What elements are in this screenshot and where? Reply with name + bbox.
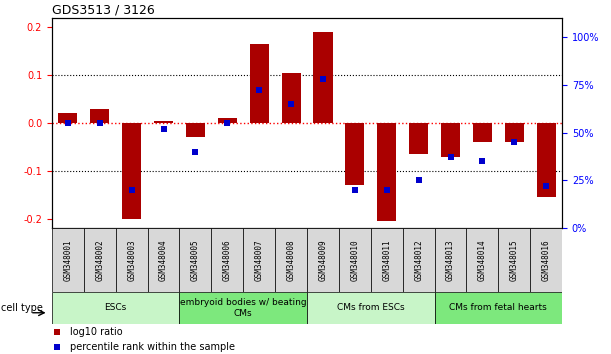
Bar bbox=[536, 123, 556, 197]
Text: GSM348014: GSM348014 bbox=[478, 239, 487, 281]
Bar bbox=[211, 228, 243, 292]
Bar bbox=[243, 228, 275, 292]
Bar bbox=[218, 118, 237, 123]
Bar bbox=[180, 292, 307, 324]
Text: GSM348006: GSM348006 bbox=[223, 239, 232, 281]
Text: GSM348010: GSM348010 bbox=[350, 239, 359, 281]
Bar bbox=[275, 228, 307, 292]
Bar bbox=[530, 228, 562, 292]
Bar bbox=[307, 292, 434, 324]
Bar bbox=[313, 32, 332, 123]
Text: GSM348011: GSM348011 bbox=[382, 239, 391, 281]
Text: CMs from ESCs: CMs from ESCs bbox=[337, 303, 404, 313]
Text: GSM348001: GSM348001 bbox=[64, 239, 72, 281]
Bar bbox=[307, 228, 339, 292]
Bar bbox=[434, 228, 466, 292]
Text: GSM348015: GSM348015 bbox=[510, 239, 519, 281]
Bar bbox=[339, 228, 371, 292]
Text: cell type: cell type bbox=[1, 303, 43, 313]
Bar bbox=[499, 228, 530, 292]
Bar bbox=[52, 292, 180, 324]
Text: GSM348012: GSM348012 bbox=[414, 239, 423, 281]
Bar bbox=[377, 123, 397, 221]
Text: ESCs: ESCs bbox=[104, 303, 127, 313]
Text: GDS3513 / 3126: GDS3513 / 3126 bbox=[52, 4, 155, 17]
Bar bbox=[58, 113, 78, 123]
Bar bbox=[409, 123, 428, 154]
Bar bbox=[282, 73, 301, 123]
Bar bbox=[148, 228, 180, 292]
Text: CMs from fetal hearts: CMs from fetal hearts bbox=[450, 303, 547, 313]
Text: GSM348003: GSM348003 bbox=[127, 239, 136, 281]
Bar bbox=[441, 123, 460, 156]
Bar bbox=[122, 123, 141, 219]
Bar bbox=[250, 44, 269, 123]
Text: GSM348002: GSM348002 bbox=[95, 239, 104, 281]
Bar bbox=[154, 121, 173, 123]
Bar bbox=[345, 123, 364, 185]
Bar bbox=[466, 228, 499, 292]
Text: embryoid bodies w/ beating
CMs: embryoid bodies w/ beating CMs bbox=[180, 298, 307, 318]
Text: GSM348013: GSM348013 bbox=[446, 239, 455, 281]
Text: GSM348008: GSM348008 bbox=[287, 239, 296, 281]
Text: percentile rank within the sample: percentile rank within the sample bbox=[70, 342, 235, 352]
Bar bbox=[90, 109, 109, 123]
Bar bbox=[115, 228, 148, 292]
Bar bbox=[52, 228, 84, 292]
Bar bbox=[84, 228, 115, 292]
Bar bbox=[403, 228, 434, 292]
Bar bbox=[473, 123, 492, 142]
Bar bbox=[180, 228, 211, 292]
Bar bbox=[434, 292, 562, 324]
Text: GSM348007: GSM348007 bbox=[255, 239, 264, 281]
Text: log10 ratio: log10 ratio bbox=[70, 327, 122, 337]
Text: GSM348016: GSM348016 bbox=[542, 239, 551, 281]
Bar bbox=[371, 228, 403, 292]
Bar bbox=[186, 123, 205, 137]
Text: GSM348005: GSM348005 bbox=[191, 239, 200, 281]
Text: GSM348004: GSM348004 bbox=[159, 239, 168, 281]
Bar bbox=[505, 123, 524, 142]
Text: GSM348009: GSM348009 bbox=[318, 239, 327, 281]
